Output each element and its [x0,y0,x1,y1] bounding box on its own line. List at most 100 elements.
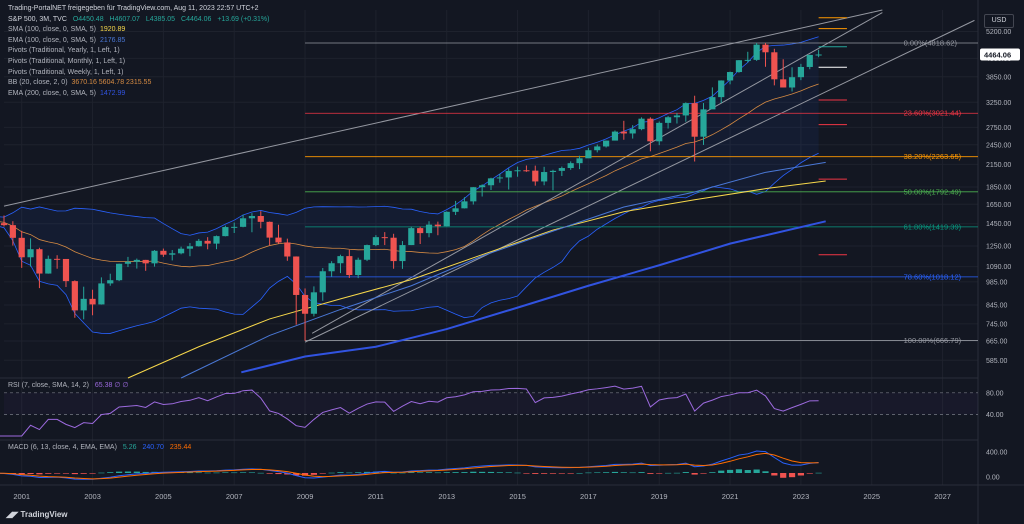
candle-body [337,256,344,264]
macd-histogram-bar [45,473,52,474]
candle-body [700,109,707,137]
candle-body [682,103,689,116]
macd-histogram-bar [700,473,707,474]
candle-body [372,237,379,246]
macd-histogram-bar [363,471,371,473]
candle-body [753,44,760,60]
macd-histogram-bar [461,472,468,473]
macd-histogram-bar [434,472,441,474]
candle-body [735,60,743,73]
macd-histogram-bar [638,472,645,473]
macd-histogram-bar [797,473,805,476]
candle-body [301,294,309,314]
candle-body [36,249,43,274]
candle-body [62,258,70,282]
legend-indicator-0[interactable]: SMA (100, close, 0, SMA, 5) 1920.89 [8,25,269,36]
fib-level-label: 61.80%(1419.39) [904,222,962,231]
candle-body [9,225,16,238]
candle-body [620,131,627,134]
candle-body [425,224,433,234]
legend-indicator-2[interactable]: Pivots (Traditional, Yearly, 1, Left, 1) [8,46,269,57]
candle-body [266,221,273,238]
macd-histogram-bar [319,473,326,474]
macd-histogram-bar [806,473,813,474]
candle-body [567,163,574,169]
legend-indicator-5[interactable]: BB (20, close, 2, 0) 3670.16 5604.78 2315… [8,78,269,89]
time-tick-label: 2027 [934,492,951,501]
legend-indicator-1[interactable]: EMA (100, close, 0, SMA, 5) 2176.85 [8,36,269,47]
candle-body [638,118,645,130]
macd-histogram-bar [275,473,282,475]
candle-body [71,281,78,311]
macd-histogram-bar [594,472,601,474]
fib-level-label: 0.00%(4818.62) [904,38,958,47]
fib-level-label: 78.60%(1018.12) [904,272,962,281]
macd-pane [0,450,822,480]
candle-body [355,259,362,276]
candle-body [275,237,282,243]
macd-histogram-bar [647,473,654,474]
indicator-label: BB (20, close, 2, 0) [8,79,68,87]
pivot-levels [818,17,847,256]
macd-legend[interactable]: MACD (6, 13, close, 4, EMA, EMA) 5.26 24… [8,444,191,451]
macd-histogram-bar [54,473,61,474]
price-tick-label: 1450.00 [986,221,1011,228]
legend-symbol-row: S&P 500, 3M, TVC O4450.48 H4607.07 L4385… [8,15,269,26]
macd-histogram-bar [62,473,70,474]
macd-histogram-bar [133,471,140,473]
fib-level-label: 100.00%(666.79) [904,336,962,345]
legend-indicator-3[interactable]: Pivots (Traditional, Monthly, 1, Left, 1… [8,57,269,68]
price-tick-label: 3250.00 [986,100,1011,107]
candle-body [611,131,619,141]
legend-indicator-4[interactable]: Pivots (Traditional, Weekly, 1, Left, 1) [8,68,269,79]
macd-histogram-bar [204,472,211,474]
indicator-label: Pivots (Traditional, Yearly, 1, Left, 1) [8,47,120,55]
time-tick-label: 2011 [368,492,384,501]
fib-level-label: 38.20%(2263.65) [904,152,962,161]
candle-body [142,259,149,264]
price-tick-label: 1650.00 [986,202,1011,209]
candle-body [257,216,264,222]
candle-body [532,170,539,182]
macd-histogram-bar [116,471,123,473]
indicator-value: 1920.89 [99,26,126,34]
candle-body [461,201,468,209]
indicator-value: 2176.85 [99,36,126,44]
macd-histogram-bar [195,472,202,474]
candle-body [89,298,96,305]
rsi-value: 65.38 ∅ ∅ [94,382,129,389]
candle-body [284,242,291,257]
indicator-label: EMA (100, close, 0, SMA, 5) [8,36,96,44]
candle-body [363,245,371,260]
macd-histogram-bar [239,472,247,473]
rsi-legend[interactable]: RSI (7, close, SMA, 14, 2) 65.38 ∅ ∅ [8,381,128,389]
candle-body [417,228,424,234]
price-tick-label: 1850.00 [986,185,1011,192]
candle-body [346,256,353,276]
legend-low: L4385.05 [145,15,176,23]
time-tick-label: 2007 [226,492,243,501]
macd-histogram-bar [753,469,760,473]
macd-histogram-bar [301,473,309,476]
candle-body [470,187,477,202]
macd-signal-line [0,452,819,480]
chart-legend: Trading-PortalNET freigegeben für Tradin… [8,4,269,99]
macd-histogram-bar [523,473,530,474]
macd-histogram-bar [27,473,34,474]
legend-indicator-6[interactable]: EMA (200, close, 0, SMA, 5) 1472.99 [8,89,269,100]
candle-body [54,258,61,260]
candle-body [594,146,601,151]
macd-histogram-bar [36,473,43,475]
legend-close: C4464.06 [181,15,212,23]
candle-body [726,72,734,81]
channel-line-low [304,19,975,343]
indicator-label: Pivots (Traditional, Weekly, 1, Left, 1) [8,68,124,76]
macd-histogram-bar [558,473,565,474]
macd-histogram-bar [284,473,291,475]
legend-symbol: S&P 500, 3M, TVC [8,15,67,23]
currency-button[interactable]: USD [984,14,1014,28]
macd-histogram-bar [231,472,238,474]
macd-histogram-bar [18,473,25,475]
macd-histogram-bar [629,472,636,474]
